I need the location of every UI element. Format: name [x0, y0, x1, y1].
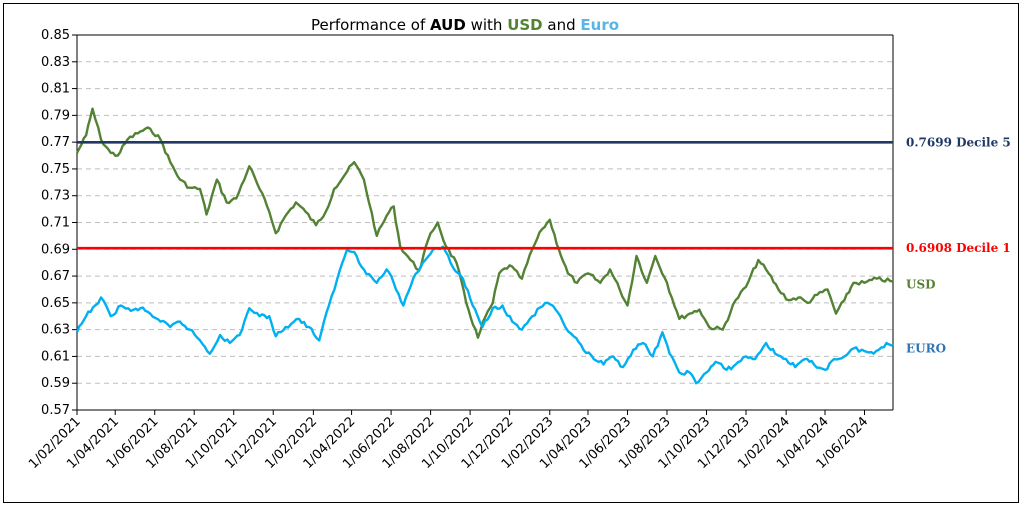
title-part-0: Performance of: [311, 16, 430, 34]
y-tick-label-11: 0.79: [41, 108, 70, 123]
y-tick-label-8: 0.73: [41, 189, 70, 204]
y-tick-label-3: 0.63: [41, 323, 70, 338]
x-axis-ticks: 1/02/20211/04/20211/06/20211/08/20211/10…: [26, 410, 871, 472]
y-tick-label-0: 0.57: [41, 403, 70, 418]
y-tick-label-2: 0.61: [41, 349, 70, 364]
y-tick-label-9: 0.75: [41, 162, 70, 177]
reference-label-1: 0.6908 Decile 1: [906, 241, 1011, 255]
series-line-euro: [75, 245, 894, 385]
grid-lines: [76, 34, 894, 411]
series-labels: 0.7699 Decile 5 0.6908 Decile 1 USD EURO: [906, 135, 1011, 355]
y-tick-label-1: 0.59: [41, 376, 70, 391]
reference-label-0: 0.7699 Decile 5: [906, 135, 1011, 149]
series-label-usd: USD: [906, 277, 936, 291]
title-part-3: USD: [507, 16, 542, 34]
title-part-5: Euro: [580, 16, 619, 34]
title-part-1: AUD: [430, 16, 466, 34]
title-part-4: and: [543, 16, 581, 34]
title-part-2: with: [466, 16, 507, 34]
y-tick-label-14: 0.85: [41, 28, 70, 43]
y-tick-label-12: 0.81: [41, 82, 70, 97]
y-tick-label-6: 0.69: [41, 242, 70, 257]
chart-title: Performance of AUD with USD and Euro: [311, 16, 619, 34]
line-chart: Performance of AUD with USD and Euro 0.5…: [26, 16, 1011, 472]
chart-frame: Performance of AUD with USD and Euro 0.5…: [3, 3, 1019, 503]
y-tick-label-7: 0.71: [41, 216, 70, 231]
y-tick-label-5: 0.67: [41, 269, 70, 284]
y-tick-label-10: 0.77: [41, 135, 70, 150]
y-tick-label-13: 0.83: [41, 55, 70, 70]
series-lines: [75, 107, 894, 385]
reference-lines: [77, 140, 893, 250]
series-line-usd: [75, 107, 894, 339]
y-tick-label-4: 0.65: [41, 296, 70, 311]
y-axis-ticks: 0.57 0.59 0.61 0.63 0.65 0.67 0.69 0.71 0.73 0.75…: [41, 28, 77, 418]
series-label-euro: EURO: [906, 342, 946, 356]
